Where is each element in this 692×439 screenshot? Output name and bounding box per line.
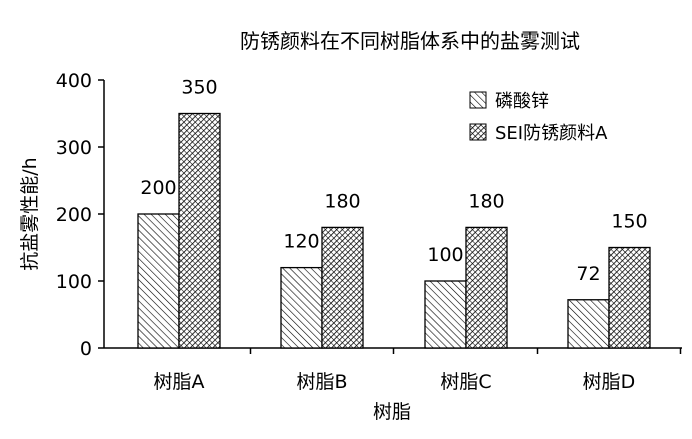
bar-series-0 (424, 280, 467, 349)
y-tick-label: 100 (56, 271, 92, 293)
legend-label-series-0: 磷酸锌 (495, 91, 549, 112)
bar-data-label: 180 (468, 190, 504, 212)
bar-data-label: 200 (140, 177, 176, 199)
bar-data-label: 350 (181, 77, 217, 99)
y-axis-ticks: 0 100 200 300 400 (56, 70, 104, 360)
x-tick-label: 树脂D (583, 371, 636, 393)
bar-series-1 (178, 112, 221, 349)
bar-series-0 (137, 213, 180, 349)
x-axis-ticks: 树脂A 树脂B 树脂C 树脂D (154, 348, 682, 393)
chart-title: 防锈颜料在不同树脂体系中的盐雾测试 (240, 29, 580, 53)
bar-data-label: 120 (283, 231, 319, 253)
bar-data-label: 100 (427, 244, 463, 266)
bar-series-1 (608, 246, 651, 349)
bar-data-label: 72 (576, 263, 600, 285)
bar-data-label: 180 (324, 190, 360, 212)
bar-series-1 (465, 226, 508, 349)
legend-swatch-series-1 (469, 123, 487, 141)
bar-series-0 (280, 266, 323, 349)
legend-label-series-1: SEI防锈颜料A (495, 123, 608, 144)
y-tick-label: 300 (56, 137, 92, 159)
bar-series-0 (567, 299, 610, 349)
bars (137, 112, 651, 349)
legend: 磷酸锌 SEI防锈颜料A (469, 91, 608, 144)
bar-data-labels: 200 120 100 72 350 180 180 150 (140, 77, 647, 285)
legend-swatch-series-0 (469, 91, 487, 109)
y-tick-label: 0 (80, 338, 92, 360)
x-tick-label: 树脂C (440, 371, 491, 393)
bar-series-1 (321, 226, 364, 349)
x-tick-label: 树脂B (296, 371, 347, 393)
y-tick-label: 200 (56, 204, 92, 226)
x-tick-label: 树脂A (154, 371, 205, 393)
bar-data-label: 150 (611, 211, 647, 233)
y-axis-label: 抗盐雾性能/h (19, 157, 41, 270)
y-tick-label: 400 (56, 70, 92, 92)
x-axis-label: 树脂 (373, 401, 411, 423)
